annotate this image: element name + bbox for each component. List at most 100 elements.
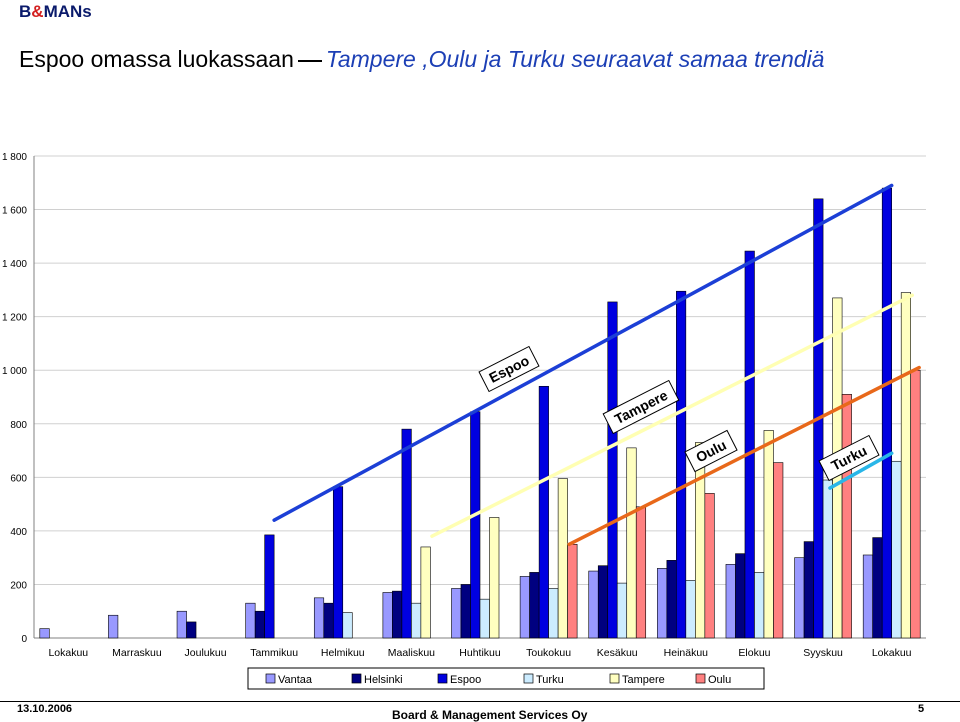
x-tick-label: Joulukuu <box>185 647 227 659</box>
bar-espoo-4 <box>332 486 344 639</box>
annotation-box <box>478 345 540 393</box>
bar-vantaa-12 <box>862 554 873 639</box>
annotation-box <box>818 434 880 482</box>
x-tick-label: Lokakuu <box>872 647 912 659</box>
bar-helsinki-11 <box>803 541 814 639</box>
bar-espoo-12 <box>881 187 892 639</box>
x-tick-label: Elokuu <box>738 647 770 659</box>
legend-swatch-vantaa <box>265 673 276 684</box>
bar-helsinki-9 <box>666 560 677 639</box>
bar-turku-7 <box>548 588 559 639</box>
logo-suffix: MANs <box>43 2 92 21</box>
bar-turku-4 <box>342 612 353 639</box>
footer-date: 13.10.2006 <box>17 703 73 715</box>
y-tick-label: 0 <box>21 634 27 645</box>
bar-turku-10 <box>754 572 765 639</box>
bar-tampere-12 <box>900 292 911 639</box>
annotation-box <box>684 429 738 473</box>
bar-turku-8 <box>616 582 628 639</box>
y-tick-label: 400 <box>10 527 27 538</box>
bar-turku-11 <box>822 479 833 639</box>
legend-label-espoo: Espoo <box>450 674 481 686</box>
footer-company: Board & Management Services Oy <box>392 708 588 722</box>
bar-turku-6 <box>479 598 490 639</box>
legend-label-oulu: Oulu <box>708 674 731 686</box>
bar-helsinki-2 <box>186 621 197 639</box>
bar-vantaa-9 <box>657 568 668 639</box>
footer-divider <box>0 701 960 702</box>
legend-box <box>247 667 765 690</box>
bar-oulu-10 <box>773 462 784 639</box>
bar-tampere-10 <box>763 430 774 639</box>
legend-label-tampere: Tampere <box>622 674 665 686</box>
legend-swatch-helsinki <box>351 673 362 684</box>
slide-title: Espoo omassa luokassaan Tampere ,Oulu ja … <box>19 46 939 73</box>
y-axis-ticks: 0 200 400 600 800 1 000 1 200 1 400 1 600 1 800 <box>2 152 27 645</box>
bar-turku-5 <box>411 602 422 639</box>
bar-helsinki-6 <box>460 584 471 639</box>
bar-chart: 0 200 400 600 800 1 000 1 200 1 400 1 600 1 800 L… <box>2 152 926 690</box>
title-main: Espoo omassa luokassaan <box>19 46 294 72</box>
y-tick-label: 1 800 <box>2 152 27 163</box>
bar-helsinki-4 <box>323 602 334 639</box>
bar-vantaa-3 <box>245 602 256 639</box>
y-tick-label: 800 <box>10 420 27 431</box>
x-tick-label: Helmikuu <box>321 647 365 659</box>
chart-legend: Vantaa Helsinki Espoo Turku Tampere Oulu <box>247 667 765 690</box>
bar-vantaa-0 <box>39 628 50 639</box>
annotation-box <box>602 379 680 435</box>
legend-swatch-oulu <box>695 673 706 684</box>
trend-line-espoo <box>272 183 894 522</box>
bar-helsinki-7 <box>529 572 540 639</box>
x-tick-label: Huhtikuu <box>459 647 501 659</box>
bar-turku-9 <box>685 580 696 639</box>
x-tick-label: Toukokuu <box>526 647 571 659</box>
y-tick-label: 1 600 <box>2 206 27 217</box>
bar-oulu-12 <box>910 369 921 639</box>
bar-oulu-11 <box>841 394 852 639</box>
bar-tampere-5 <box>420 546 431 639</box>
legend-label-turku: Turku <box>536 674 564 686</box>
legend-label-vantaa: Vantaa <box>278 674 313 686</box>
bar-espoo-7 <box>538 385 549 639</box>
bar-espoo-8 <box>607 301 618 639</box>
bar-vantaa-6 <box>451 588 462 639</box>
bar-espoo-9 <box>676 290 687 639</box>
y-tick-label: 600 <box>10 473 27 484</box>
bar-tampere-8 <box>626 447 637 639</box>
y-tick-label: 1 000 <box>2 366 27 377</box>
legend-swatch-turku <box>523 673 534 684</box>
title-sub: Tampere ,Oulu ja Turku seuraavat samaa t… <box>325 46 825 72</box>
bar-helsinki-8 <box>597 565 609 639</box>
bar-oulu-8 <box>635 506 647 639</box>
trend-line-oulu <box>567 365 921 547</box>
bar-helsinki-3 <box>254 610 265 639</box>
bar-espoo-3 <box>264 534 275 639</box>
bar-vantaa-8 <box>588 570 599 639</box>
bar-turku-12 <box>891 460 902 639</box>
y-tick-label: 1 200 <box>2 313 27 324</box>
bar-vantaa-5 <box>382 592 393 639</box>
bar-vantaa-2 <box>176 610 187 639</box>
bar-vantaa-11 <box>794 557 805 639</box>
bar-vantaa-10 <box>725 564 736 639</box>
x-tick-label: Lokakuu <box>48 647 88 659</box>
bar-tampere-7 <box>557 478 568 639</box>
logo-ampersand: & <box>31 2 44 21</box>
bar-espoo-6 <box>470 411 481 639</box>
x-tick-label: Marraskuu <box>112 647 162 659</box>
x-axis-ticks: Lokakuu Marraskuu Joulukuu Tammikuu Helmikuu… <box>48 647 911 659</box>
legend-swatch-espoo <box>437 673 448 684</box>
annotation-espoo: Espoo <box>478 345 540 393</box>
page-number: 5 <box>918 703 925 715</box>
title-dash <box>297 59 322 62</box>
bar-helsinki-10 <box>735 553 746 639</box>
bar-espoo-5 <box>401 428 412 639</box>
bar-vantaa-7 <box>519 576 530 639</box>
bar-helsinki-12 <box>872 537 883 639</box>
bar-tampere-9 <box>695 442 706 639</box>
logo-prefix: B <box>19 2 32 21</box>
bar-vantaa-4 <box>313 597 325 639</box>
bar-tampere-6 <box>489 517 500 639</box>
bar-oulu-9 <box>704 493 715 639</box>
